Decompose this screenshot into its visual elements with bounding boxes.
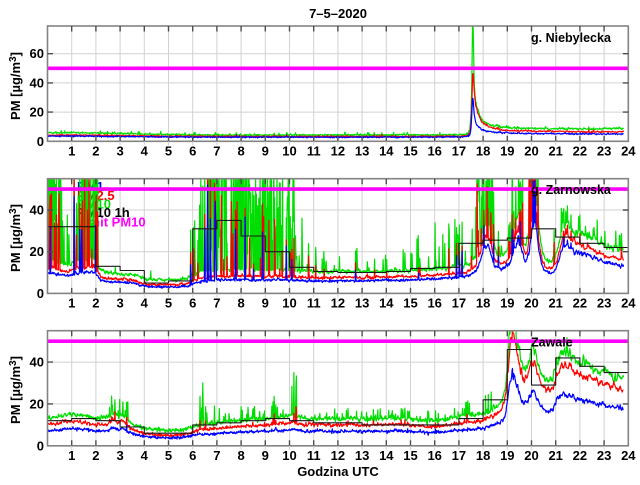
svg-text:5: 5 [165, 143, 172, 158]
svg-text:1: 1 [68, 143, 75, 158]
svg-text:7: 7 [213, 448, 220, 463]
svg-text:24: 24 [621, 295, 636, 310]
svg-text:7: 7 [213, 143, 220, 158]
svg-text:2: 2 [92, 448, 99, 463]
svg-text:40: 40 [30, 75, 44, 90]
svg-text:17: 17 [452, 143, 466, 158]
svg-text:21: 21 [548, 295, 562, 310]
svg-text:14: 14 [379, 143, 394, 158]
svg-text:4: 4 [141, 143, 149, 158]
svg-text:12: 12 [331, 295, 345, 310]
svg-text:11: 11 [307, 143, 321, 158]
svg-text:9: 9 [262, 448, 269, 463]
svg-text:19: 19 [500, 143, 514, 158]
svg-text:8: 8 [237, 143, 244, 158]
svg-text:14: 14 [379, 448, 394, 463]
svg-text:18: 18 [476, 295, 490, 310]
svg-text:1: 1 [68, 448, 75, 463]
svg-text:23: 23 [597, 143, 611, 158]
svg-text:7: 7 [213, 295, 220, 310]
svg-text:20: 20 [30, 105, 44, 120]
svg-text:14: 14 [379, 295, 394, 310]
svg-text:17: 17 [452, 295, 466, 310]
svg-text:23: 23 [597, 295, 611, 310]
svg-text:1: 1 [68, 295, 75, 310]
svg-text:6: 6 [189, 143, 196, 158]
svg-text:15: 15 [403, 448, 417, 463]
svg-text:15: 15 [403, 143, 417, 158]
svg-text:3: 3 [116, 295, 123, 310]
svg-text:20: 20 [30, 244, 44, 259]
svg-text:21: 21 [548, 143, 562, 158]
svg-text:13: 13 [355, 448, 369, 463]
svg-text:11: 11 [307, 448, 321, 463]
svg-text:g. Zarnowska: g. Zarnowska [531, 183, 612, 197]
svg-text:7–5–2020: 7–5–2020 [309, 6, 367, 21]
svg-text:20: 20 [30, 396, 44, 411]
svg-text:18: 18 [476, 448, 490, 463]
svg-text:19: 19 [500, 295, 514, 310]
svg-text:3: 3 [116, 448, 123, 463]
svg-text:12: 12 [331, 143, 345, 158]
svg-text:16: 16 [427, 143, 441, 158]
svg-text:6: 6 [189, 295, 196, 310]
svg-text:23: 23 [597, 448, 611, 463]
svg-text:60: 60 [30, 46, 44, 61]
svg-text:18: 18 [476, 143, 490, 158]
svg-text:13: 13 [355, 295, 369, 310]
svg-text:22: 22 [573, 448, 587, 463]
svg-text:40: 40 [30, 355, 44, 370]
svg-text:40: 40 [30, 203, 44, 218]
svg-text:5: 5 [165, 448, 172, 463]
svg-text:16: 16 [427, 295, 441, 310]
svg-text:Godzina UTC: Godzina UTC [297, 464, 379, 479]
svg-text:0: 0 [37, 286, 44, 301]
svg-text:8: 8 [237, 295, 244, 310]
svg-text:22: 22 [573, 143, 587, 158]
svg-text:6: 6 [189, 448, 196, 463]
svg-text:0: 0 [37, 134, 44, 149]
svg-text:22: 22 [573, 295, 587, 310]
svg-text:19: 19 [500, 448, 514, 463]
svg-text:2: 2 [92, 143, 99, 158]
svg-text:11: 11 [307, 295, 321, 310]
svg-text:PM [µg/m3]: PM [µg/m3] [8, 204, 23, 272]
svg-text:PM [µg/m3]: PM [µg/m3] [8, 52, 23, 120]
svg-text:0: 0 [37, 438, 44, 453]
svg-text:12: 12 [331, 448, 345, 463]
svg-text:9: 9 [262, 295, 269, 310]
svg-text:4: 4 [141, 448, 149, 463]
svg-text:PM [µg/m3]: PM [µg/m3] [8, 356, 23, 424]
svg-text:24: 24 [621, 143, 636, 158]
svg-text:20: 20 [524, 143, 538, 158]
svg-text:9: 9 [262, 143, 269, 158]
svg-text:5: 5 [165, 295, 172, 310]
svg-text:16: 16 [427, 448, 441, 463]
svg-text:Zawale: Zawale [531, 336, 573, 350]
svg-text:2: 2 [92, 295, 99, 310]
svg-text:24: 24 [621, 448, 636, 463]
svg-text:10: 10 [282, 448, 296, 463]
svg-text:10: 10 [282, 295, 296, 310]
svg-text:20: 20 [524, 295, 538, 310]
svg-text:g. Niebylecka: g. Niebylecka [531, 31, 612, 45]
svg-text:21: 21 [548, 448, 562, 463]
svg-text:20: 20 [524, 448, 538, 463]
svg-text:13: 13 [355, 143, 369, 158]
svg-text:3: 3 [116, 143, 123, 158]
svg-text:15: 15 [403, 295, 417, 310]
svg-text:4: 4 [141, 295, 149, 310]
svg-text:10: 10 [282, 143, 296, 158]
svg-text:17: 17 [452, 448, 466, 463]
svg-text:8: 8 [237, 448, 244, 463]
